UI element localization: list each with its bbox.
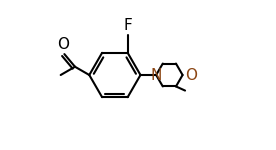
Text: O: O (185, 68, 197, 82)
Text: O: O (58, 37, 70, 52)
Text: F: F (123, 18, 132, 33)
Text: N: N (150, 68, 162, 82)
